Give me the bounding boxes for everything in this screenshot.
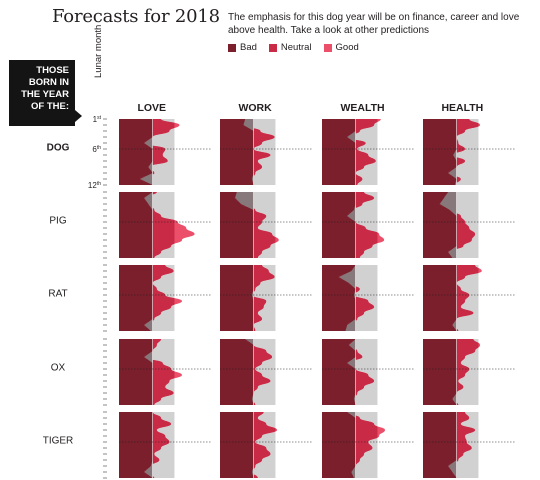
row-label-rat: RAT [48,289,67,300]
legend-label-good: Good [335,42,359,53]
area-neutral-ox-love [152,339,175,405]
area-bad-rat-work [220,265,254,331]
legend-swatch-bad [228,43,236,52]
area-bad-tiger-love [119,412,153,478]
area-dip-dog-work [243,119,254,185]
area-dip-dog-wealth [347,119,356,185]
area-dip-dog-love [140,119,153,185]
area-neutral-rat-wealth [355,286,375,321]
area-bad-pig-wealth [322,192,356,258]
area-bad-dog-love [119,119,153,185]
area-dip-pig-health [439,192,457,258]
area-dip-tiger-health [448,412,457,478]
area-bad-pig-work [220,192,254,258]
area-dip-tiger-love [144,412,153,478]
area-neutral-dog-health [456,119,479,183]
chart-subtitle: The emphasis for this dog year will be o… [228,12,520,36]
area-dip-ox-love [144,339,153,405]
column-header-health: HEALTH [441,102,483,114]
area-bad-tiger-work [220,412,254,478]
born-line-3: THE YEAR [21,89,69,100]
area-neutral-rat-health [456,265,479,331]
area-dip-ox-health [452,339,457,405]
column-header-love: LOVE [137,102,166,114]
legend-item-neutral: Neutral [268,42,312,53]
area-dip-tiger-wealth [347,412,356,478]
area-neutral-ox-health [456,339,479,405]
month-tick-label-12: 12th [88,181,101,190]
legend-item-good: Good [323,42,359,53]
born-line-1: THOSE [36,65,69,76]
row-label-ox: OX [51,363,66,374]
page-title: Forecasts for 2018 [52,6,220,27]
column-header-wealth: WEALTH [340,102,384,114]
column-header-work: WORK [238,102,272,114]
legend-item-bad: Bad [228,42,257,53]
area-dip-rat-wealth [338,265,356,331]
area-neutral-dog-love [152,119,175,175]
area-dip-pig-work [235,192,254,258]
area-neutral-pig-wealth [355,192,378,258]
area-neutral-ox-work [253,345,273,405]
area-neutral-pig-work [253,208,276,258]
area-bad-tiger-wealth [322,412,356,478]
area-bad-tiger-health [423,412,457,478]
area-bad-dog-health [423,119,457,185]
area-bad-rat-love [119,265,153,331]
area-neutral-rat-love [152,265,175,321]
month-tick-label-6: 6th [92,145,101,154]
born-line-2: BORN IN [28,77,69,88]
area-neutral-ox-wealth [355,349,375,396]
born-line-4: OF THE: [31,101,69,112]
area-dip-dog-health [448,119,457,185]
row-label-pig: PIG [49,216,66,227]
area-neutral-tiger-wealth [355,415,378,466]
area-bad-rat-health [423,265,457,331]
legend-label-neutral: Neutral [280,42,312,53]
area-dip-rat-health [452,265,457,331]
area-neutral-rat-work [253,265,275,331]
row-label-dog: DOG [47,143,70,154]
area-neutral-pig-love [152,192,175,258]
area-bad-pig-love [119,192,153,258]
area-neutral-tiger-health [456,412,476,462]
area-bad-ox-love [119,339,153,405]
area-dip-rat-love [144,265,153,331]
area-dip-pig-love [144,192,153,258]
area-bad-ox-wealth [322,339,356,405]
area-dip-ox-work [245,339,254,405]
area-bad-ox-work [220,339,254,405]
area-bad-ox-health [423,339,457,405]
legend-swatch-good [323,43,332,52]
area-neutral-dog-wealth [355,119,378,185]
area-neutral-tiger-work [253,412,276,478]
born-pointer-arrow [75,110,82,122]
area-neutral-pig-health [456,213,476,249]
area-dip-rat-work [251,265,254,331]
area-dip-ox-wealth [347,339,356,405]
panel-band-neutral-dog-health [456,119,479,185]
row-label-tiger: TIGER [43,436,74,447]
legend: Bad Neutral Good [228,42,359,53]
area-bad-dog-work [220,119,254,185]
area-neutral-tiger-love [152,412,172,478]
area-bad-dog-wealth [322,119,356,185]
month-tick-label-1: 1st [93,115,102,124]
born-in-year-label: THOSE BORN IN THE YEAR OF THE: [9,60,75,126]
area-neutral-dog-work [253,128,275,176]
legend-label-bad: Bad [240,42,257,53]
legend-swatch-neutral [268,43,277,52]
